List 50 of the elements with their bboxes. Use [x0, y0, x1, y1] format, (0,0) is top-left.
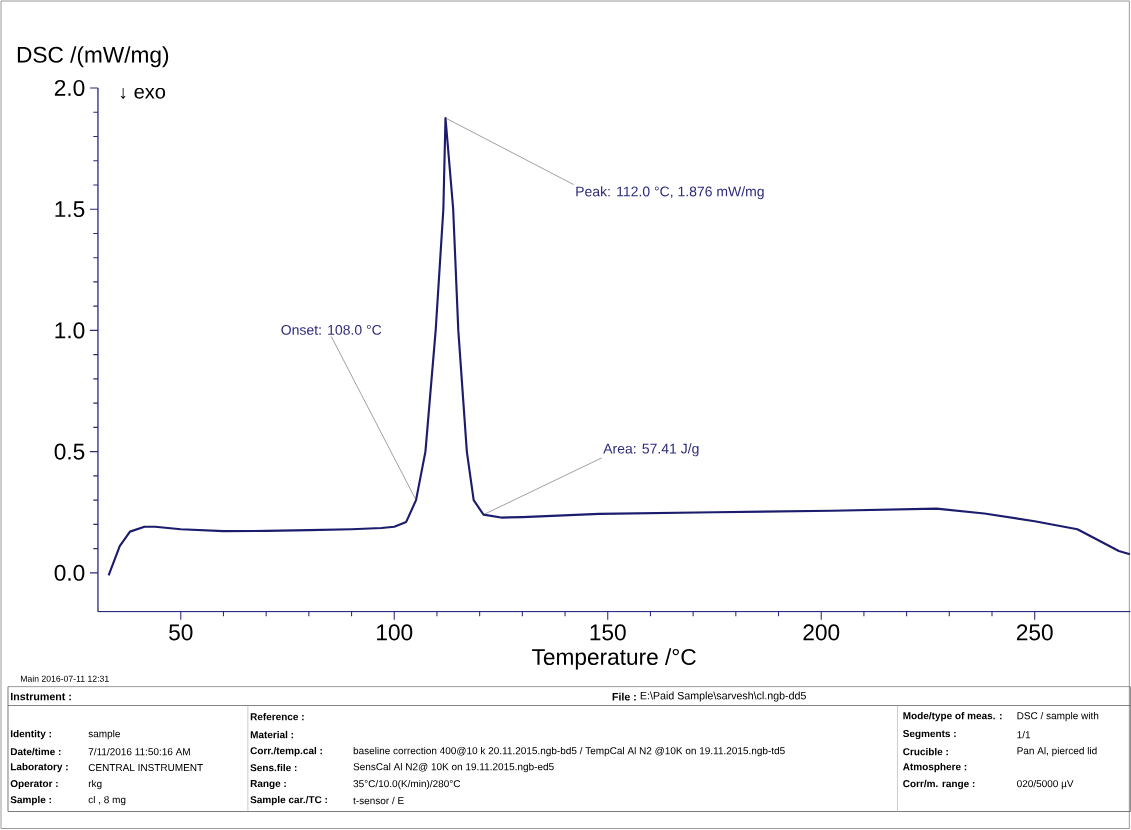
- text: Corr/m. range :: [903, 780, 975, 790]
- text: cl , 8 mg: [88, 796, 126, 806]
- text: t-sensor / E: [353, 797, 404, 805]
- x-tick-label: 50: [169, 624, 193, 641]
- text: sample: [88, 730, 120, 740]
- text: Segments :: [903, 730, 956, 740]
- y-tick-label: 2.0: [54, 80, 85, 97]
- text: Date/time :: [10, 748, 61, 756]
- x-tick-label: 200: [803, 624, 840, 641]
- text: Sample :: [10, 796, 51, 806]
- text: baseline correction 400@10 k 20.11.2015.ngb-bd5 / TempCal Al N2 @10K on 19.11.2015.ngb-td5: [353, 747, 785, 757]
- annotation: Peak: 112.0 °C, 1.876 mW/mg: [576, 186, 764, 200]
- text: E:\Paid Sample\sarvesh\cl.ngb-dd5: [640, 691, 806, 702]
- text: Identity :: [10, 730, 51, 740]
- text: Operator :: [10, 780, 58, 790]
- x-tick-label: 150: [590, 624, 626, 641]
- y-axis-title: DSC /(mW/mg): [17, 46, 169, 68]
- y-tick-label: 0.0: [54, 565, 85, 582]
- text: Pan Al, pierced lid: [1017, 747, 1097, 757]
- x-axis-title: Temperature /°C: [532, 648, 696, 670]
- text: SensCal Al N2@ 10K on 19.11.2015.ngb-ed5: [353, 763, 554, 773]
- y-tick-label: 1.0: [55, 322, 85, 339]
- text: Laboratory :: [10, 763, 68, 773]
- text: Instrument :: [10, 693, 71, 701]
- text: 7/11/2016 11:50:16 AM: [88, 748, 190, 756]
- text: CENTRAL INSTRUMENT: [88, 764, 203, 772]
- text: Crucible :: [903, 748, 948, 756]
- text: Corr./temp.cal :: [250, 747, 322, 757]
- text: Range :: [250, 780, 286, 790]
- annotation: Onset: 108.0 °C: [281, 325, 382, 336]
- x-tick-label: 250: [1016, 624, 1053, 641]
- annotation: ↓ exo: [120, 87, 166, 100]
- text: Reference :: [250, 713, 304, 721]
- text: Atmosphere :: [902, 763, 967, 773]
- text: DSC / sample with: [1017, 712, 1099, 722]
- text: Material :: [250, 731, 294, 739]
- line-series: [107, 117, 1131, 577]
- text: Main 2016-07-11 12:31: [20, 675, 109, 683]
- text: 35°C/10.0(K/min)/280°C: [353, 780, 461, 790]
- text: 1/1: [1017, 731, 1031, 739]
- text: File :: [612, 692, 636, 701]
- text: 020/5000 µV: [1017, 780, 1074, 790]
- annotation: Area: 57.41 J/g: [603, 443, 699, 457]
- text: rkg: [88, 780, 102, 790]
- y-tick-label: 1.5: [55, 201, 85, 218]
- text: Sens.file :: [250, 764, 297, 772]
- x-tick-label: 100: [377, 624, 413, 641]
- text: Mode/type of meas. :: [903, 712, 1002, 722]
- y-tick-label: 0.5: [54, 443, 85, 460]
- text: Sample car./TC :: [250, 796, 327, 806]
